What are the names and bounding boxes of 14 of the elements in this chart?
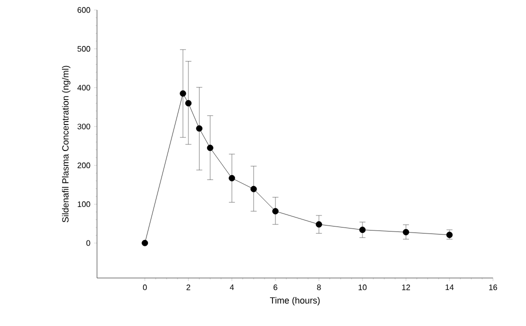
point: [446, 232, 453, 238]
point: [402, 228, 410, 236]
point: [359, 226, 366, 234]
point: [250, 186, 257, 192]
point: [206, 144, 214, 152]
y-axis-title: Sildenafil Plasma Concentration (ng/ml): [62, 66, 70, 222]
point: [196, 125, 202, 132]
x-axis-title: Time (hours): [270, 296, 320, 306]
point: [185, 100, 192, 106]
point: [272, 208, 279, 214]
point: [180, 90, 186, 97]
point: [316, 221, 322, 228]
point: [228, 174, 236, 182]
point: [142, 240, 148, 246]
